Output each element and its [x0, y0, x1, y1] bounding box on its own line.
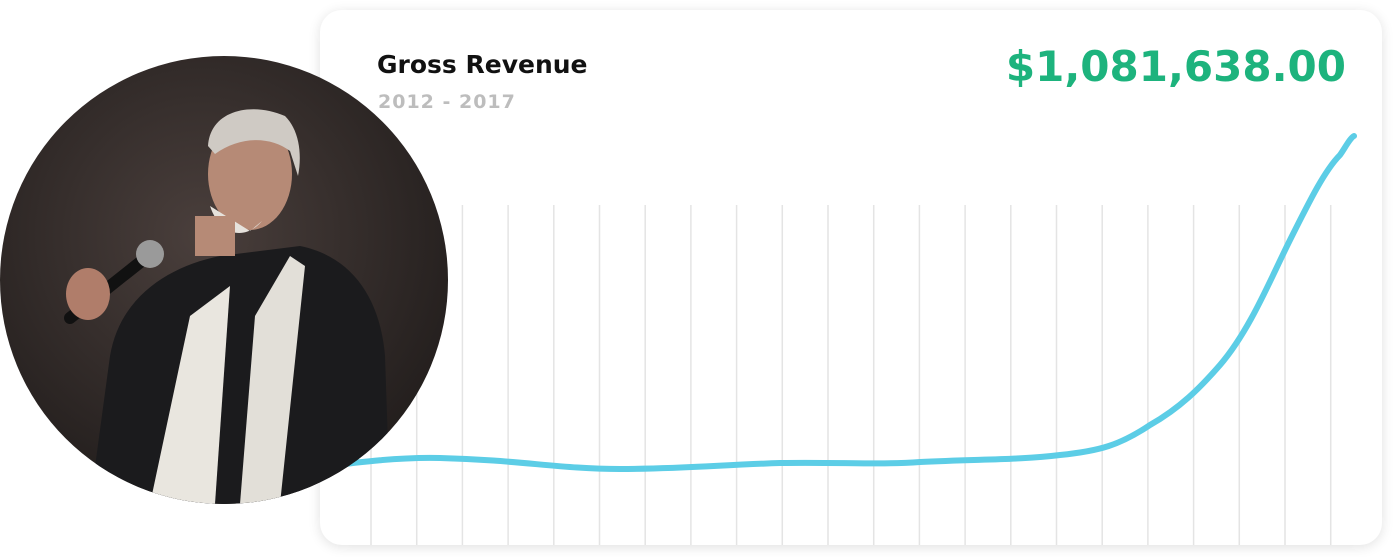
- speaker-photo: [0, 56, 448, 504]
- revenue-amount: $1,081,638.00: [1005, 42, 1346, 91]
- card-subtitle: 2012 - 2017: [378, 91, 516, 113]
- sparkline-chart: [320, 133, 1357, 545]
- card-title: Gross Revenue: [377, 50, 588, 79]
- revenue-line: [320, 133, 1357, 473]
- grid: [370, 205, 1332, 545]
- revenue-card: Gross Revenue 2012 - 2017 $1,081,638.00: [320, 10, 1382, 545]
